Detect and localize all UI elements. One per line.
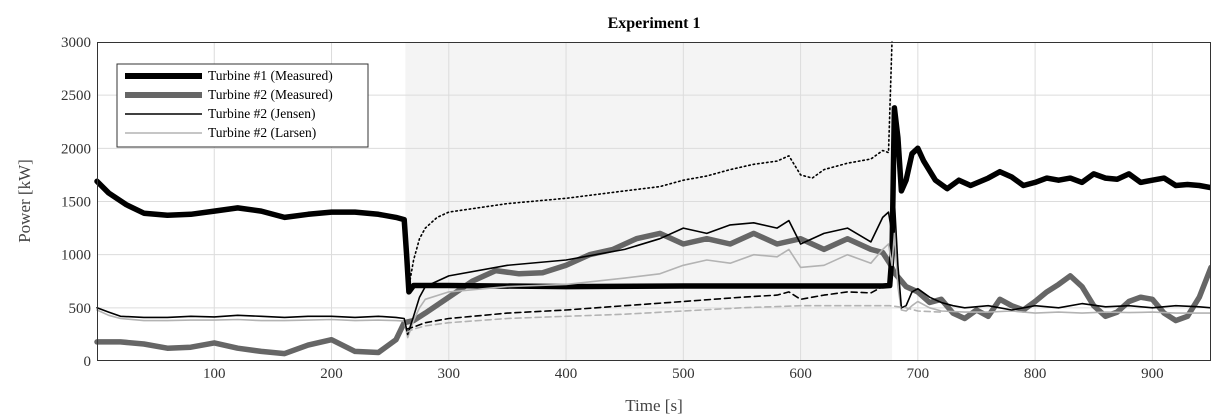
- x-tick-label: 900: [1141, 366, 1164, 382]
- series-layer: [94, 41, 1211, 357]
- x-tick-label: 600: [789, 366, 812, 382]
- series-turbine2-measured: [94, 230, 1211, 357]
- x-tick-label: 800: [1024, 366, 1047, 382]
- tick-labels: 100 200 300 400 500 600 700 800 900 0 500 1000 1500 2…: [61, 35, 1164, 382]
- y-tick-label: 3000: [61, 35, 91, 51]
- series-turbine2-jensen: [96, 200, 1211, 336]
- legend-label-turbine2-larsen: Turbine #2 (Larsen): [208, 125, 316, 140]
- series-turbine1-measured: [94, 105, 1211, 295]
- y-axis-label: Power [kW]: [15, 159, 34, 243]
- legend-label-turbine1-measured: Turbine #1 (Measured): [208, 68, 333, 83]
- series-turbine2-larsen: [96, 232, 1211, 339]
- x-tick-label: 100: [203, 366, 226, 382]
- y-tick-label: 0: [84, 354, 92, 370]
- legend-label-turbine2-measured: Turbine #2 (Measured): [208, 87, 333, 102]
- chart-title: Experiment 1: [608, 15, 701, 32]
- x-tick-label: 400: [555, 366, 578, 382]
- series-dashed-black-line: [405, 283, 891, 330]
- series-dotted-line: [405, 41, 893, 288]
- x-tick-label: 300: [438, 366, 461, 382]
- y-tick-label: 2500: [61, 88, 91, 104]
- x-tick-label: 500: [672, 366, 695, 382]
- grid-lines: [97, 42, 1211, 361]
- y-tick-label: 500: [69, 301, 92, 317]
- y-tick-label: 2000: [61, 141, 91, 157]
- y-tick-label: 1500: [61, 195, 91, 211]
- legend: Turbine #1 (Measured) Turbine #2 (Measur…: [116, 63, 369, 148]
- legend-label-turbine2-jensen: Turbine #2 (Jensen): [208, 106, 316, 121]
- series-dashed-gray-line: [405, 304, 943, 334]
- x-axis-label: Time [s]: [625, 396, 682, 414]
- x-tick-label: 700: [907, 366, 930, 382]
- y-tick-label: 1000: [61, 248, 91, 264]
- x-tick-label: 200: [320, 366, 343, 382]
